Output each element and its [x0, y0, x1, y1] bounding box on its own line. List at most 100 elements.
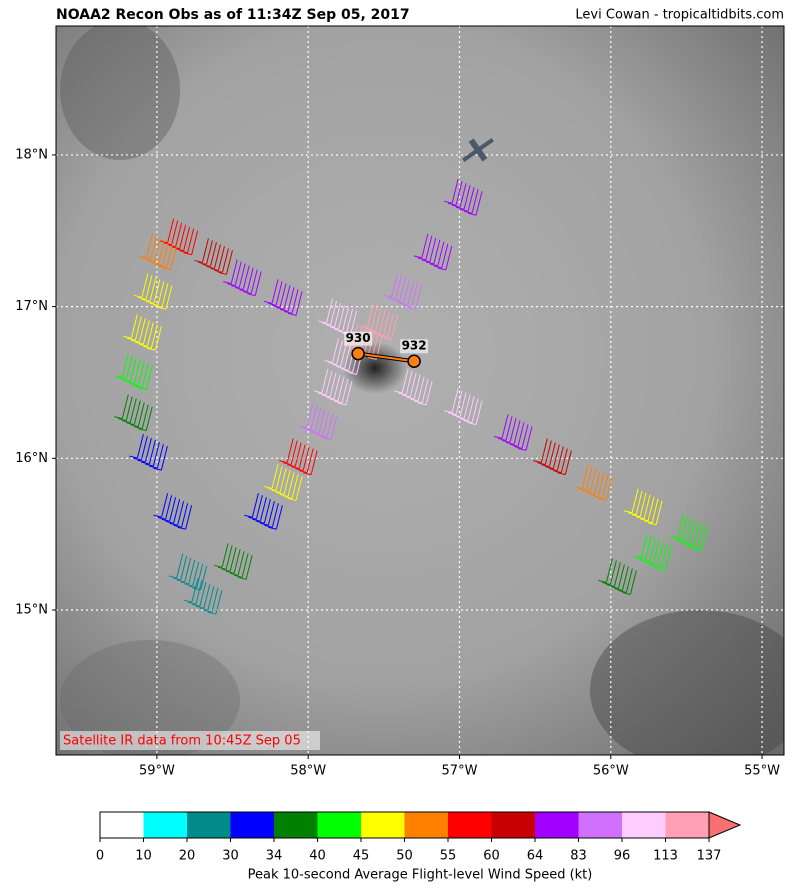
- barb-feather: [256, 520, 265, 524]
- barb-staff: [234, 261, 242, 286]
- barb-feather: [173, 524, 182, 528]
- barb-feather: [122, 379, 131, 383]
- barb-feather: [627, 512, 637, 516]
- barb-feather: [513, 445, 523, 449]
- barb-staff: [134, 316, 142, 341]
- barb-staff: [183, 226, 191, 251]
- barb-staff: [161, 493, 169, 518]
- barb-feather: [582, 489, 591, 493]
- barb-feather: [329, 398, 339, 402]
- colorbar-tick-label: 0: [96, 849, 104, 864]
- barb-staff: [167, 218, 175, 243]
- wind-barb: [263, 279, 303, 316]
- barb-staff: [344, 344, 352, 369]
- barb-staff: [133, 400, 141, 425]
- barb-feather: [133, 294, 143, 298]
- barb-staff: [455, 181, 463, 206]
- barb-feather: [610, 585, 619, 589]
- barb-staff: [145, 233, 153, 258]
- barb-staff: [395, 275, 403, 300]
- wind-barb: [383, 273, 423, 310]
- x-tick-label: 59°W: [139, 764, 175, 779]
- barb-staff: [405, 370, 413, 395]
- barb-staff: [141, 363, 149, 388]
- wind-barb: [123, 314, 162, 351]
- barb-feather: [141, 298, 151, 302]
- barb-feather: [206, 265, 215, 269]
- wind-barb: [318, 298, 357, 336]
- barb-staff: [415, 285, 423, 310]
- barb-feather: [198, 261, 207, 265]
- barb-feather: [217, 566, 227, 570]
- barb-feather: [264, 524, 273, 528]
- wind-barb: [129, 433, 168, 471]
- wind-barb: [133, 273, 173, 310]
- barb-staff: [295, 476, 303, 501]
- barb-staff: [517, 422, 525, 447]
- barb-feather: [279, 460, 288, 464]
- barb-feather: [673, 538, 682, 541]
- barb-staff: [342, 306, 349, 332]
- barb-staff: [150, 324, 158, 349]
- barb-staff: [417, 376, 425, 401]
- barb-feather: [394, 390, 403, 394]
- barb-staff: [217, 246, 225, 271]
- barb-feather: [279, 493, 289, 497]
- cloud-shadow: [60, 26, 180, 160]
- barb-feather: [180, 581, 189, 585]
- barb-feather: [229, 572, 239, 576]
- wind-barb: [574, 464, 613, 501]
- barb-feather: [149, 465, 158, 469]
- barb-staff: [250, 269, 258, 294]
- barb-staff: [326, 298, 333, 324]
- barb-staff: [471, 398, 479, 423]
- barb-feather: [202, 263, 211, 267]
- barb-staff: [291, 474, 299, 499]
- barb-staff: [241, 553, 249, 578]
- barb-feather: [129, 455, 138, 459]
- barb-feather: [213, 564, 223, 568]
- barb-feather: [302, 427, 311, 431]
- barb-feather: [183, 599, 192, 603]
- barb-staff: [287, 287, 295, 312]
- barb-feather: [330, 326, 339, 330]
- barb-staff: [271, 464, 279, 489]
- barb-feather: [590, 493, 599, 497]
- barb-staff: [370, 305, 378, 330]
- barb-staff: [251, 493, 259, 518]
- label-background: [344, 331, 373, 346]
- barb-staff: [286, 438, 294, 463]
- barb-staff: [196, 563, 204, 589]
- barb-feather: [153, 467, 162, 471]
- barb-feather: [332, 364, 341, 368]
- colorbar-tick-label: 64: [527, 849, 544, 864]
- barb-staff: [157, 239, 165, 264]
- barb-staff: [140, 435, 148, 461]
- barb-feather: [168, 575, 177, 579]
- wind-barb: [623, 488, 663, 526]
- barb-staff: [326, 413, 334, 438]
- barb-staff: [191, 230, 199, 255]
- wind-barb: [279, 438, 318, 476]
- barb-staff: [141, 273, 149, 298]
- barb-feather: [137, 296, 147, 300]
- barb-staff: [330, 415, 338, 440]
- barb-staff: [685, 518, 692, 543]
- barb-staff: [660, 544, 668, 569]
- colorbar-segment: [665, 812, 709, 838]
- barb-staff: [209, 242, 217, 267]
- barb-staff: [179, 224, 187, 249]
- barb-staff: [180, 555, 188, 581]
- barb-feather: [417, 257, 426, 261]
- barb-staff: [154, 326, 162, 351]
- barb-feather: [239, 289, 248, 293]
- barb-feather: [252, 518, 261, 522]
- barb-feather: [135, 341, 144, 345]
- barb-feather: [623, 510, 633, 514]
- barb-feather: [235, 287, 244, 291]
- barb-staff: [169, 245, 177, 270]
- barb-feather: [501, 439, 511, 443]
- barb-feather: [318, 435, 327, 439]
- barb-feather: [333, 400, 343, 404]
- barb-feather: [233, 574, 243, 578]
